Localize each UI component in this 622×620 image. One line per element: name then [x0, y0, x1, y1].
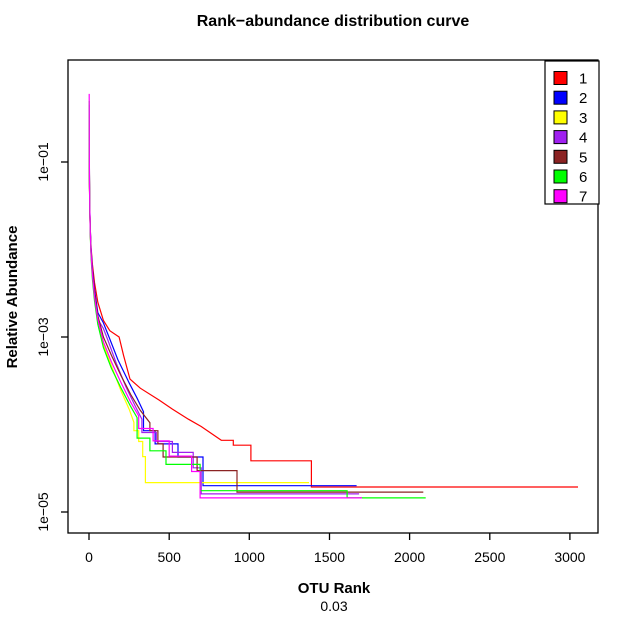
plot-border [67, 59, 599, 534]
series-line-7 [88, 93, 362, 499]
x-tick-label-1000: 1000 [234, 549, 265, 565]
y-axis-label: Relative Abundance [4, 226, 21, 369]
x-tick-label-500: 500 [158, 549, 182, 565]
legend-swatch-1 [553, 71, 568, 85]
y-tick-label-1e−01: 1e−01 [35, 142, 51, 182]
y-tick-label-1e−05: 1e−05 [35, 492, 51, 532]
chart-title: Rank−abundance distribution curve [197, 13, 470, 30]
plot-content: 0 500 1000 1500 2000 2500 3000 1e−01 1e−03 1e−05 1… [35, 59, 600, 565]
x-tick-label-2500: 2500 [474, 549, 505, 565]
series-line-5 [88, 120, 424, 493]
legend-swatch-3 [553, 110, 568, 125]
legend-swatch-2 [553, 90, 568, 105]
y-tick-label-1e−03: 1e−03 [35, 317, 51, 357]
legend-label-5: 5 [579, 149, 587, 166]
legend-label-3: 3 [579, 110, 587, 127]
legend-swatch-4 [553, 130, 568, 145]
series-line-2 [88, 120, 357, 487]
x-axis-sublabel: 0.03 [320, 598, 347, 614]
legend-swatch-5 [553, 149, 568, 164]
legend-label-1: 1 [579, 71, 587, 88]
legend-box [544, 60, 600, 205]
x-tick-label-2000: 2000 [394, 549, 425, 565]
legend-swatch-7 [553, 189, 568, 204]
x-axis-label: OTU Rank [298, 580, 371, 597]
legend-label-4: 4 [579, 130, 587, 147]
series-line-3 [88, 114, 309, 484]
series-line-6 [88, 100, 426, 499]
legend-swatch-6 [553, 169, 568, 184]
x-tick-label-0: 0 [85, 549, 93, 565]
legend-label-6: 6 [579, 169, 587, 186]
x-tick-label-1500: 1500 [314, 549, 345, 565]
legend-label-7: 7 [579, 189, 587, 206]
legend-label-2: 2 [579, 90, 587, 107]
series-line-4 [88, 104, 360, 495]
x-tick-label-3000: 3000 [554, 549, 585, 565]
series-line-1 [88, 127, 578, 488]
